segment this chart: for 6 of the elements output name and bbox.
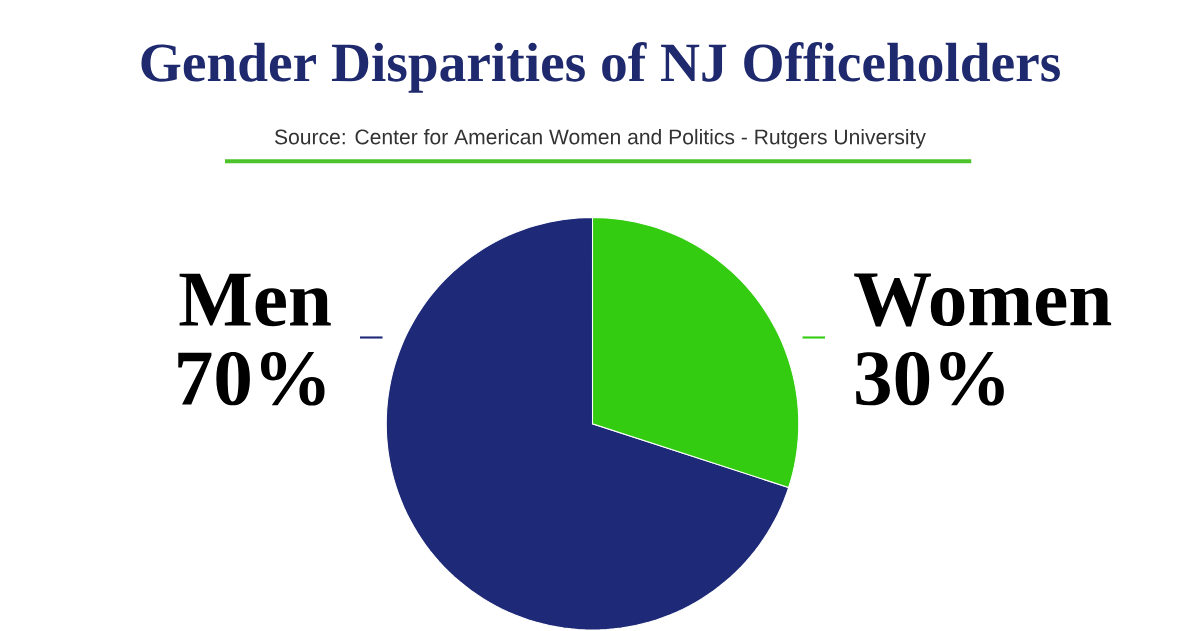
slice-label: Men: [179, 273, 331, 327]
data-label: 70%: [178, 352, 325, 406]
data-label: 30%: [856, 352, 1004, 406]
slice-label: Women: [854, 273, 1112, 327]
source-note: Source: Center for American Women and Politics - Rutgers University: [274, 129, 926, 149]
chart-title: Gender Disparities of NJ Officeholders: [141, 42, 1060, 94]
